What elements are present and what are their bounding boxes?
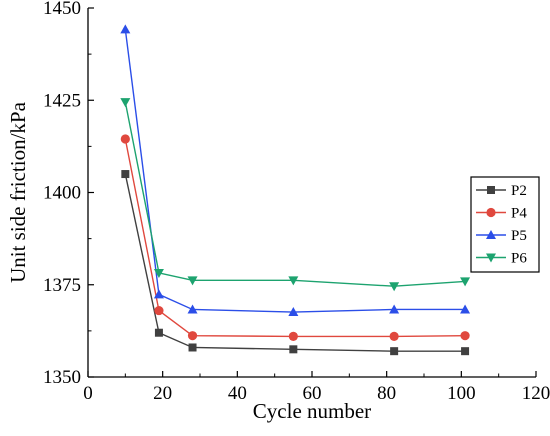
legend-label: P5 <box>511 228 527 244</box>
circle-marker <box>460 331 470 341</box>
circle-marker <box>288 331 298 342</box>
legend-item-p4: P4 <box>476 206 527 222</box>
triangle-up-marker <box>460 304 471 314</box>
series-line-p2 <box>124 173 466 352</box>
triangle-up-marker <box>187 304 198 314</box>
y-tick-label: 1425 <box>43 90 81 111</box>
y-tick-label: 1350 <box>43 367 81 388</box>
x-tick-label: 0 <box>83 383 93 404</box>
triangle-down-marker <box>389 282 400 292</box>
x-tick-label: 40 <box>228 383 247 404</box>
legend-label: P2 <box>511 183 527 199</box>
x-tick-label: 20 <box>153 383 172 404</box>
triangle-down-marker <box>120 98 131 108</box>
legend-box <box>470 176 540 273</box>
triangle-up-marker <box>288 307 299 317</box>
series-p2 <box>121 170 470 356</box>
series-p5 <box>120 24 471 317</box>
x-tick-label: 100 <box>447 383 476 404</box>
square-marker <box>289 345 298 354</box>
triangle-down-marker <box>288 276 299 286</box>
tick-labels: 0 20 40 60 80 100 120 1350 1375 1400 1425 1450 <box>43 0 550 404</box>
y-tick-label: 1375 <box>43 275 81 296</box>
series-p6 <box>120 98 471 292</box>
y-tick-label: 1450 <box>43 0 81 19</box>
legend-item-p5: P5 <box>476 228 527 244</box>
legend-item-p2: P2 <box>476 183 527 199</box>
circle-marker <box>120 134 130 144</box>
x-tick-label: 120 <box>522 383 550 404</box>
series-p4 <box>120 134 470 342</box>
triangle-up-marker <box>389 304 400 314</box>
series-lines <box>120 24 471 356</box>
legend-item-p6: P6 <box>476 251 527 267</box>
triangle-down-marker <box>486 253 496 263</box>
series-line-p4 <box>124 138 466 338</box>
triangle-down-marker <box>187 276 198 286</box>
y-tick-label: 1400 <box>43 183 81 204</box>
square-marker <box>487 186 495 194</box>
series-line-p5 <box>124 29 466 313</box>
x-tick-label: 60 <box>303 383 322 404</box>
triangle-up-marker <box>486 230 496 239</box>
legend-label: P6 <box>511 251 527 267</box>
circle-marker <box>486 207 496 218</box>
x-tick-label: 80 <box>377 383 396 404</box>
square-marker <box>121 170 130 179</box>
triangle-down-marker <box>460 277 471 287</box>
triangle-up-marker <box>120 24 131 34</box>
y-axis-title: Unit side friction/kPa <box>6 101 30 282</box>
square-marker <box>461 347 470 356</box>
axes <box>87 7 537 378</box>
square-marker <box>188 343 197 352</box>
square-marker <box>154 328 163 337</box>
circle-marker <box>389 331 399 342</box>
legend-label: P4 <box>511 206 527 222</box>
square-marker <box>390 347 399 356</box>
legend: P2 P4 P5 P6 <box>470 176 540 273</box>
triangle-up-marker <box>153 289 164 299</box>
circle-marker <box>154 305 164 316</box>
circle-marker <box>187 331 198 341</box>
x-axis-title: Cycle number <box>253 399 371 423</box>
triangle-down-marker <box>153 268 164 278</box>
series-line-p6 <box>124 101 466 287</box>
